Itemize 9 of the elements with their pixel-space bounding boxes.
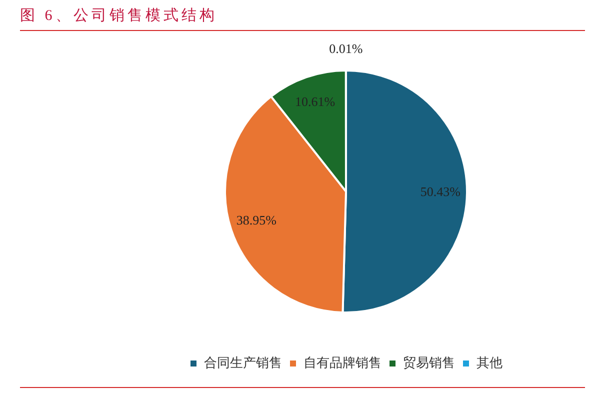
- data-label: 50.43%: [420, 184, 461, 200]
- data-label: 10.61%: [295, 94, 336, 109]
- legend-label: 贸易销售: [403, 354, 455, 370]
- data-label: 38.95%: [236, 212, 277, 228]
- chart-title: 图 6、公司销售模式结构: [20, 6, 218, 26]
- legend-label: 其他: [476, 354, 502, 370]
- legend-label: 合同生产销售: [204, 354, 282, 370]
- data-label: 0.01%: [329, 40, 363, 56]
- legend-label: 自有品牌销售: [304, 354, 382, 370]
